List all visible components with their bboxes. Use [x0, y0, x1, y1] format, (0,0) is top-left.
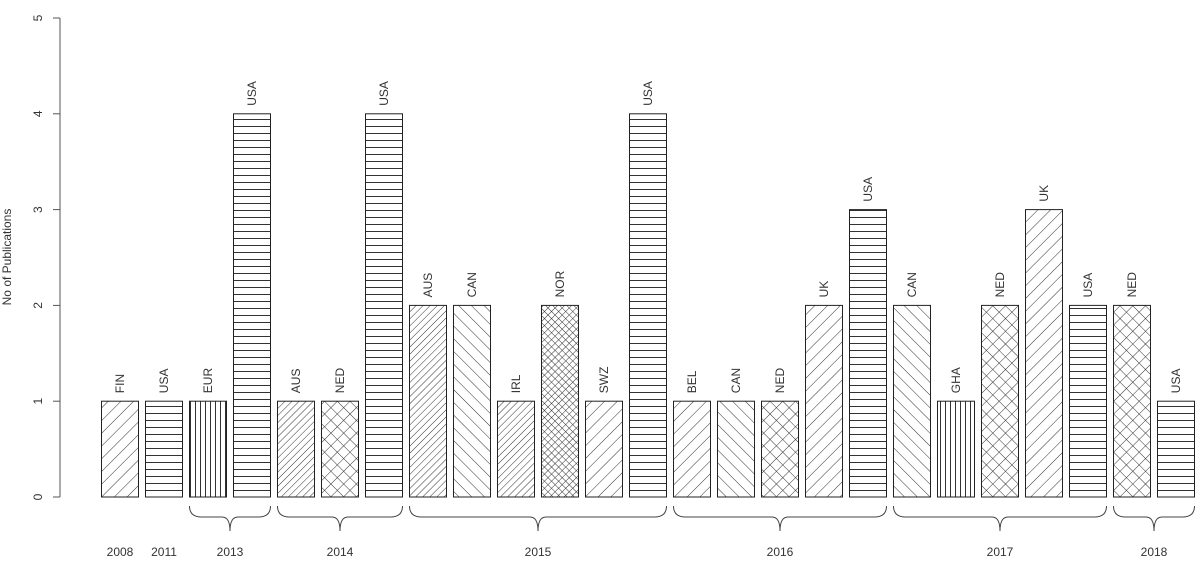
y-tick-label: 3 — [31, 206, 45, 213]
year-label: 2014 — [327, 545, 354, 559]
bar-label: UK — [1037, 185, 1051, 202]
year-label: 2018 — [1141, 545, 1168, 559]
bar — [585, 400, 623, 498]
year-labels: 2008 2011 2013 2014 2015 2016 2017 2018 — [107, 545, 1168, 559]
year-brace — [409, 505, 667, 532]
bar — [101, 400, 139, 498]
y-axis: 0 1 2 3 4 5 — [31, 14, 61, 500]
bar-label: USA — [861, 177, 875, 202]
y-axis-label: No of Publications — [0, 209, 14, 306]
bar-label: NED — [333, 368, 347, 394]
bar — [1157, 400, 1195, 498]
y-tick-label: 0 — [31, 493, 45, 500]
bar-label: EUR — [201, 368, 215, 394]
bar-label: USA — [1169, 369, 1183, 394]
year-brace — [1113, 505, 1195, 532]
year-label: 2017 — [987, 545, 1014, 559]
y-tick-label: 2 — [31, 302, 45, 309]
bar-label: USA — [245, 81, 259, 106]
bar-labels: FIN USA EUR USA AUS NED USA AUS CAN IRL NOR SWZ USA B… — [113, 81, 1183, 393]
bar-label: USA — [157, 369, 171, 394]
bar — [717, 400, 755, 498]
bar-label: NED — [1125, 272, 1139, 298]
bar-label: SWZ — [597, 367, 611, 394]
bar — [497, 400, 535, 498]
bar — [277, 400, 315, 498]
bar — [541, 304, 579, 498]
bar — [981, 304, 1019, 498]
bar-label: FIN — [113, 374, 127, 393]
bar — [629, 113, 667, 498]
bar-label: AUS — [289, 369, 303, 394]
bar-label: USA — [1081, 273, 1095, 298]
bar — [365, 113, 403, 498]
bars — [101, 113, 1195, 498]
bar-label: CAN — [729, 368, 743, 393]
year-label: 2015 — [525, 545, 552, 559]
bar-label: BEL — [685, 370, 699, 393]
bar — [893, 304, 931, 498]
year-brace — [277, 505, 403, 532]
bar — [409, 304, 447, 498]
bar-label: AUS — [421, 273, 435, 298]
year-brace — [673, 505, 887, 532]
bar-label: GHA — [949, 367, 963, 393]
y-tick-label: 4 — [31, 110, 45, 117]
bar — [453, 304, 491, 498]
bar-label: UK — [817, 281, 831, 298]
year-brace — [189, 505, 271, 532]
bar — [189, 400, 227, 498]
bar-label: USA — [377, 81, 391, 106]
year-label: 2011 — [151, 545, 177, 559]
bar-label: NOR — [553, 270, 567, 297]
bar — [849, 209, 887, 498]
bar — [937, 400, 975, 498]
bar — [233, 113, 271, 498]
y-tick-label: 1 — [31, 398, 45, 405]
bar — [1069, 304, 1107, 498]
year-brace — [893, 505, 1107, 532]
bar — [321, 400, 359, 498]
year-braces — [189, 505, 1195, 532]
bar-label: NED — [773, 368, 787, 394]
bar-label: CAN — [465, 272, 479, 297]
bar — [1113, 304, 1151, 498]
y-tick-label: 5 — [31, 14, 45, 21]
bar-label: USA — [641, 81, 655, 106]
bar — [145, 400, 183, 498]
year-label: 2013 — [217, 545, 244, 559]
bar — [1025, 209, 1063, 498]
bar — [805, 304, 843, 498]
bar-label: CAN — [905, 272, 919, 297]
bar-label: NED — [993, 272, 1007, 298]
bar-label: IRL — [509, 374, 523, 393]
bar — [673, 400, 711, 498]
bar — [761, 400, 799, 498]
year-label: 2016 — [767, 545, 794, 559]
year-label: 2008 — [107, 545, 134, 559]
